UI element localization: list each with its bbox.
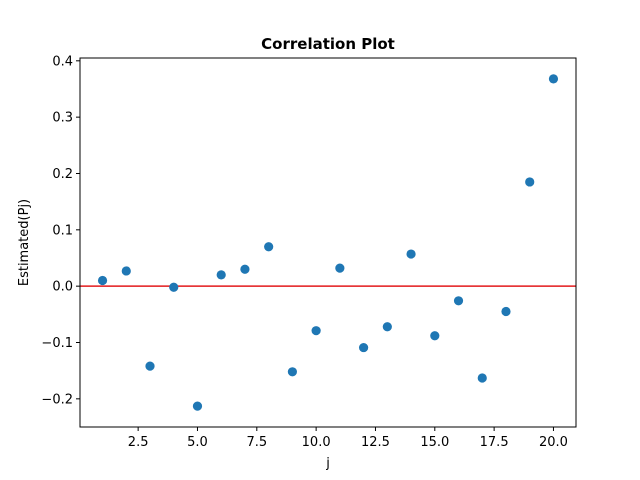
data-point xyxy=(287,367,298,377)
data-point xyxy=(145,361,155,371)
x-tick-label: 2.5 xyxy=(128,435,149,450)
y-tick-label: −0.1 xyxy=(41,336,73,351)
data-point xyxy=(525,177,535,187)
plot-area xyxy=(80,58,576,427)
chart-title: Correlation Plot xyxy=(261,35,395,53)
data-point xyxy=(264,242,274,252)
data-points xyxy=(97,74,559,411)
x-tick-label: 5.0 xyxy=(187,435,208,450)
y-axis-label: Estimated(Pj) xyxy=(17,199,32,286)
data-point xyxy=(548,74,559,84)
x-tick-label: 20.0 xyxy=(539,435,568,450)
y-tick-label: −0.2 xyxy=(41,392,73,407)
y-tick-label: 0.4 xyxy=(52,54,73,69)
x-axis-ticks: 2.5 5.0 7.5 10.0 12.5 15.0 17.5 20.0 xyxy=(128,427,568,450)
data-point xyxy=(382,322,392,332)
y-tick-label: 0.0 xyxy=(52,280,73,295)
data-point xyxy=(358,342,369,353)
data-point xyxy=(430,331,440,341)
data-point xyxy=(453,296,464,306)
data-point xyxy=(97,275,108,286)
x-tick-label: 10.0 xyxy=(302,435,331,450)
data-point xyxy=(477,373,487,383)
y-tick-label: 0.3 xyxy=(52,111,73,126)
data-point xyxy=(335,263,345,273)
data-point xyxy=(216,270,226,280)
data-point xyxy=(501,306,511,317)
data-point xyxy=(192,401,203,411)
data-point xyxy=(311,326,321,336)
y-tick-label: 0.1 xyxy=(52,223,73,238)
x-tick-label: 7.5 xyxy=(246,435,267,450)
y-axis-ticks: −0.2 −0.1 0.0 0.1 0.2 0.3 0.4 xyxy=(41,54,80,407)
data-point xyxy=(240,264,250,274)
data-point xyxy=(121,266,131,276)
plot-frame xyxy=(79,57,577,428)
data-point xyxy=(169,282,179,292)
data-point xyxy=(406,249,416,259)
x-tick-label: 17.5 xyxy=(480,435,509,450)
x-tick-label: 15.0 xyxy=(420,435,449,450)
x-tick-label: 12.5 xyxy=(361,435,390,450)
x-axis-label: j xyxy=(325,456,330,471)
y-tick-label: 0.2 xyxy=(52,167,73,182)
